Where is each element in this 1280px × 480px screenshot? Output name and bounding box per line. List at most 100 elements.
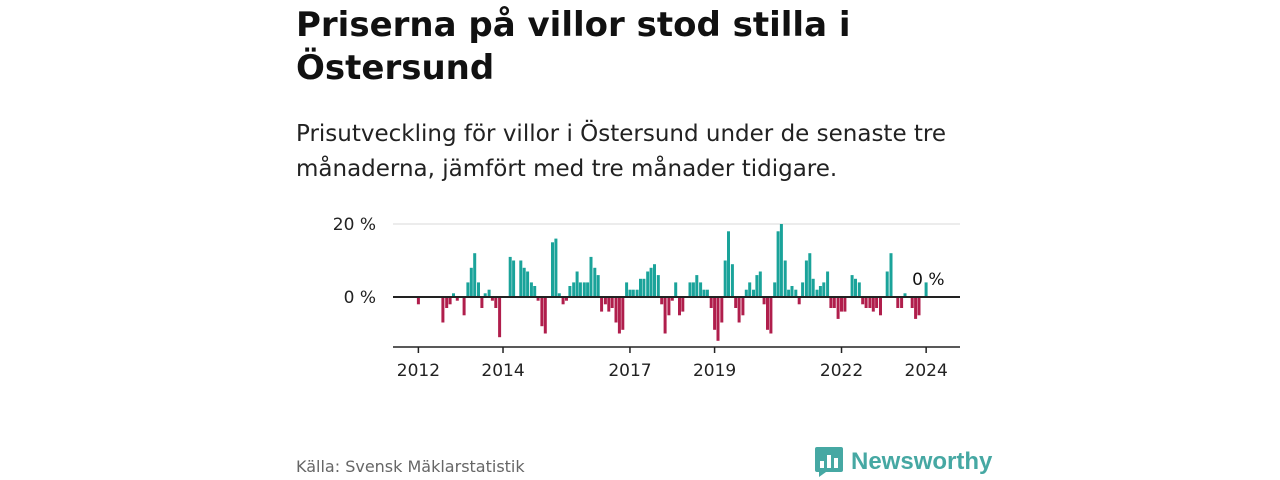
bar (794, 289, 798, 297)
bar (445, 297, 449, 308)
x-tick-label: 2024 (905, 361, 948, 381)
bar (631, 289, 635, 297)
bar (667, 297, 671, 316)
bar (565, 297, 568, 301)
bar (871, 297, 875, 312)
bar (575, 271, 579, 297)
bar (716, 297, 720, 341)
bar (840, 297, 843, 312)
bar (600, 297, 604, 312)
bar (660, 297, 664, 305)
bar (783, 260, 787, 297)
bar (452, 293, 455, 297)
bar (868, 297, 872, 308)
bar (713, 297, 717, 330)
bar (766, 297, 769, 330)
bar (885, 271, 889, 297)
bar (896, 297, 900, 308)
bar (758, 271, 762, 297)
bar (483, 293, 487, 297)
bar (625, 282, 629, 297)
bar (455, 297, 459, 301)
bar (529, 282, 533, 297)
bar (755, 275, 759, 297)
bar (526, 271, 530, 297)
chart-title: Priserna på villor stod stilla i Östersu… (296, 5, 851, 88)
bar (603, 297, 607, 305)
bar (536, 297, 540, 301)
bar (779, 224, 783, 297)
bar (752, 289, 755, 297)
bar (879, 297, 882, 316)
bar (639, 278, 642, 298)
bar (826, 271, 830, 297)
bar (914, 297, 918, 319)
bar (702, 289, 706, 297)
x-tick-label: 2017 (608, 361, 651, 381)
bar (448, 297, 452, 305)
y-tick-label: 0 % (344, 288, 376, 308)
bar (678, 297, 681, 316)
bar (720, 297, 724, 323)
bar (861, 297, 865, 305)
bar (554, 238, 558, 297)
bar (829, 297, 833, 308)
bar (737, 297, 741, 323)
bar (900, 297, 904, 308)
bar (466, 282, 470, 297)
bar (540, 297, 544, 327)
bar (889, 253, 893, 297)
bar (854, 278, 857, 298)
bar (709, 297, 713, 308)
last-value-label: 0 % (912, 270, 944, 290)
bar (519, 260, 523, 297)
bar (811, 278, 815, 298)
bar (646, 271, 650, 297)
bar (723, 260, 727, 297)
bar (691, 282, 695, 297)
bar (477, 282, 480, 297)
bar (635, 289, 639, 297)
bar-chart: 0 % 20 % 2012 2014 2017 2019 2022 2024 0 % (333, 215, 960, 381)
bar (610, 297, 614, 308)
bar (617, 297, 621, 334)
x-tick-label: 2012 (397, 361, 440, 381)
bar (674, 282, 678, 297)
bar (776, 231, 780, 297)
bar (850, 275, 854, 297)
bar (924, 282, 928, 297)
bar (490, 297, 494, 301)
bar (586, 282, 590, 297)
bar (522, 267, 526, 297)
bar (462, 297, 466, 316)
bar (469, 267, 473, 297)
bar (681, 297, 685, 312)
newsworthy-logo[interactable]: Newsworthy (814, 446, 992, 478)
bar (568, 286, 572, 297)
bar (508, 256, 512, 297)
bar (903, 293, 907, 297)
bar (607, 297, 611, 312)
bar (688, 282, 692, 297)
bar (621, 297, 625, 330)
bar (843, 297, 847, 312)
bar (808, 253, 812, 297)
bar (744, 289, 748, 297)
x-tick-label: 2019 (693, 361, 736, 381)
x-tick-label: 2014 (481, 361, 524, 381)
bar (836, 297, 840, 319)
chart-subtitle: Prisutveckling för villor i Östersund un… (296, 121, 947, 182)
y-tick-label: 20 % (333, 215, 376, 235)
bar (857, 282, 861, 297)
brand-name: Newsworthy (851, 448, 993, 475)
bar (727, 231, 730, 297)
bar (551, 242, 554, 298)
bar (917, 297, 921, 316)
bar (875, 297, 879, 308)
bar (699, 282, 703, 297)
bar (705, 289, 709, 297)
bar (557, 293, 561, 297)
bar (801, 282, 805, 297)
bar (790, 286, 794, 297)
bar (473, 253, 477, 297)
